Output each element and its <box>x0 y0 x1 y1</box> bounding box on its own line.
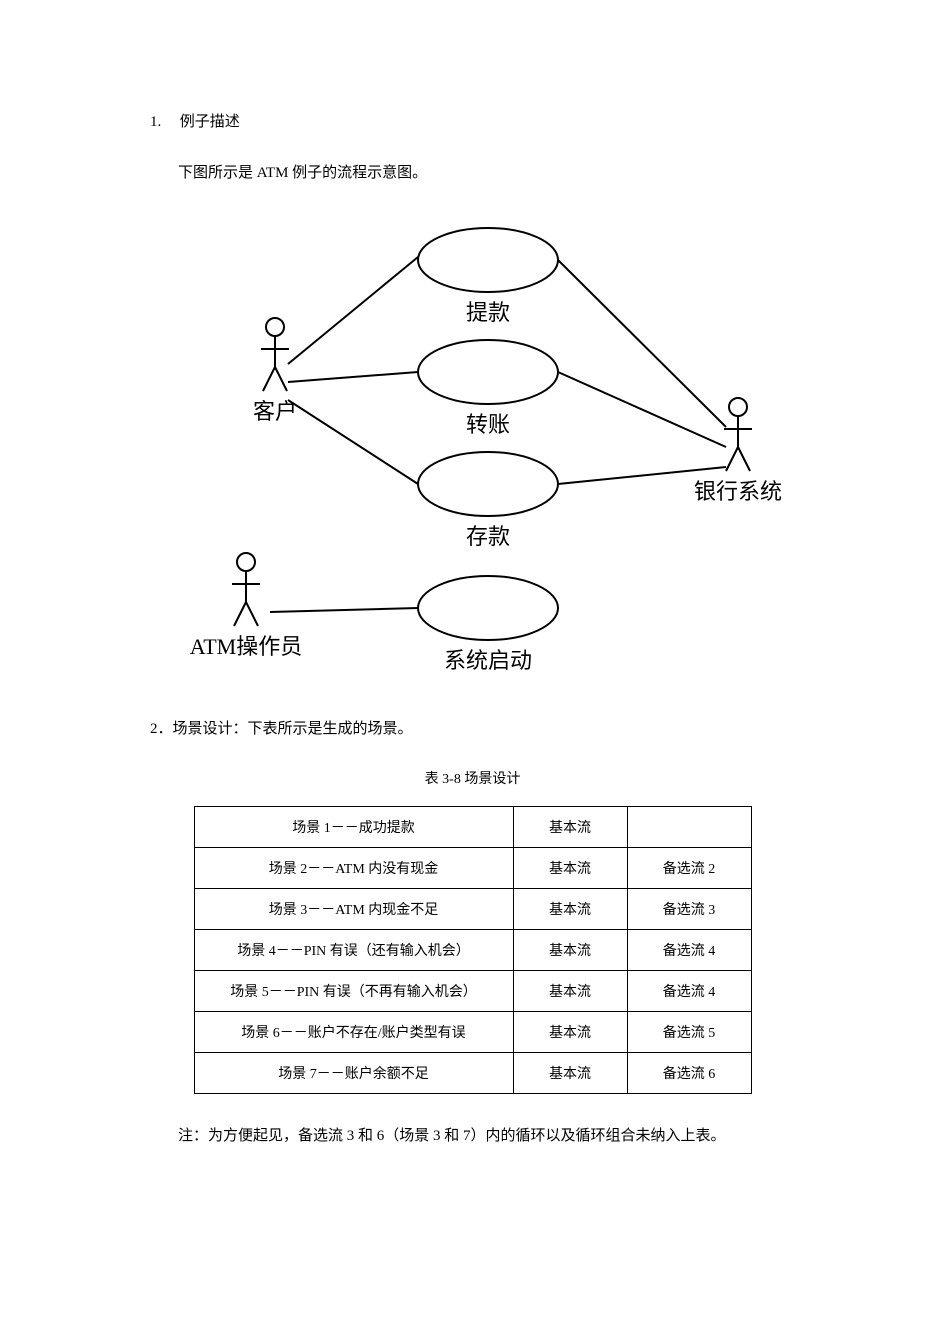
use-case-diagram: 提款转账存款系统启动 客户 ATM操作员 银行系统 <box>178 212 783 687</box>
document-page: 1. 例子描述 下图所示是 ATM 例子的流程示意图。 提款转账存款系统启动 客户… <box>0 0 945 1337</box>
section-1-intro: 下图所示是 ATM 例子的流程示意图。 <box>178 161 795 182</box>
section-1-heading: 1. 例子描述 <box>150 110 795 131</box>
table-cell: 备选流 6 <box>627 1053 751 1094</box>
table-cell: 基本流 <box>513 848 627 889</box>
section-1-number: 1. <box>150 114 176 131</box>
scenario-table: 场景 1－－成功提款基本流场景 2－－ATM 内没有现金基本流备选流 2场景 3… <box>194 806 752 1094</box>
table-row: 场景 2－－ATM 内没有现金基本流备选流 2 <box>194 848 751 889</box>
table-cell: 备选流 5 <box>627 1012 751 1053</box>
usecase-deposit <box>418 452 558 516</box>
usecase-label-withdraw: 提款 <box>466 300 510 325</box>
edge-customer-withdraw <box>288 257 418 364</box>
table-cell: 场景 4－－PIN 有误（还有输入机会） <box>194 930 513 971</box>
edge-withdraw-bank <box>558 260 726 427</box>
table-row: 场景 5－－PIN 有误（不再有输入机会）基本流备选流 4 <box>194 971 751 1012</box>
table-row: 场景 4－－PIN 有误（还有输入机会）基本流备选流 4 <box>194 930 751 971</box>
table-cell: 备选流 4 <box>627 930 751 971</box>
table-cell: 备选流 3 <box>627 889 751 930</box>
table-row: 场景 3－－ATM 内现金不足基本流备选流 3 <box>194 889 751 930</box>
table-note: 注：为方便起见，备选流 3 和 6（场景 3 和 7）内的循环以及循环组合未纳入… <box>178 1124 795 1145</box>
table-cell: 基本流 <box>513 930 627 971</box>
table-cell: 场景 2－－ATM 内没有现金 <box>194 848 513 889</box>
table-caption: 表 3-8 场景设计 <box>150 768 795 788</box>
edge-transfer-bank <box>558 372 726 447</box>
usecase-transfer <box>418 340 558 404</box>
table-cell: 场景 7－－账户余额不足 <box>194 1053 513 1094</box>
usecase-label-deposit: 存款 <box>466 524 510 549</box>
table-cell: 基本流 <box>513 1012 627 1053</box>
edge-customer-transfer <box>288 372 418 382</box>
section-2-heading: 2．场景设计：下表所示是生成的场景。 <box>150 717 795 738</box>
table-row: 场景 6－－账户不存在/账户类型有误基本流备选流 5 <box>194 1012 751 1053</box>
table-cell: 场景 5－－PIN 有误（不再有输入机会） <box>194 971 513 1012</box>
table-cell: 基本流 <box>513 1053 627 1094</box>
table-cell: 基本流 <box>513 807 627 848</box>
table-cell: 场景 6－－账户不存在/账户类型有误 <box>194 1012 513 1053</box>
actor-customer <box>261 318 289 391</box>
table-cell: 备选流 2 <box>627 848 751 889</box>
table-cell: 场景 1－－成功提款 <box>194 807 513 848</box>
section-1-title: 例子描述 <box>180 114 240 130</box>
table-cell: 基本流 <box>513 889 627 930</box>
table-cell: 场景 3－－ATM 内现金不足 <box>194 889 513 930</box>
usecase-startup <box>418 576 558 640</box>
actor-label-operator: ATM操作员 <box>190 634 302 659</box>
table-cell <box>627 807 751 848</box>
edge-customer-deposit <box>288 400 418 484</box>
usecase-label-startup: 系统启动 <box>444 648 532 673</box>
table-cell: 备选流 4 <box>627 971 751 1012</box>
usecase-withdraw <box>418 228 558 292</box>
table-cell: 基本流 <box>513 971 627 1012</box>
table-row: 场景 1－－成功提款基本流 <box>194 807 751 848</box>
edge-operator-startup <box>270 608 418 612</box>
table-row: 场景 7－－账户余额不足基本流备选流 6 <box>194 1053 751 1094</box>
actor-bank <box>724 398 752 471</box>
usecase-label-transfer: 转账 <box>466 412 510 437</box>
actor-operator <box>232 553 260 626</box>
actor-label-customer: 客户 <box>253 399 297 424</box>
actor-label-bank: 银行系统 <box>694 479 782 504</box>
